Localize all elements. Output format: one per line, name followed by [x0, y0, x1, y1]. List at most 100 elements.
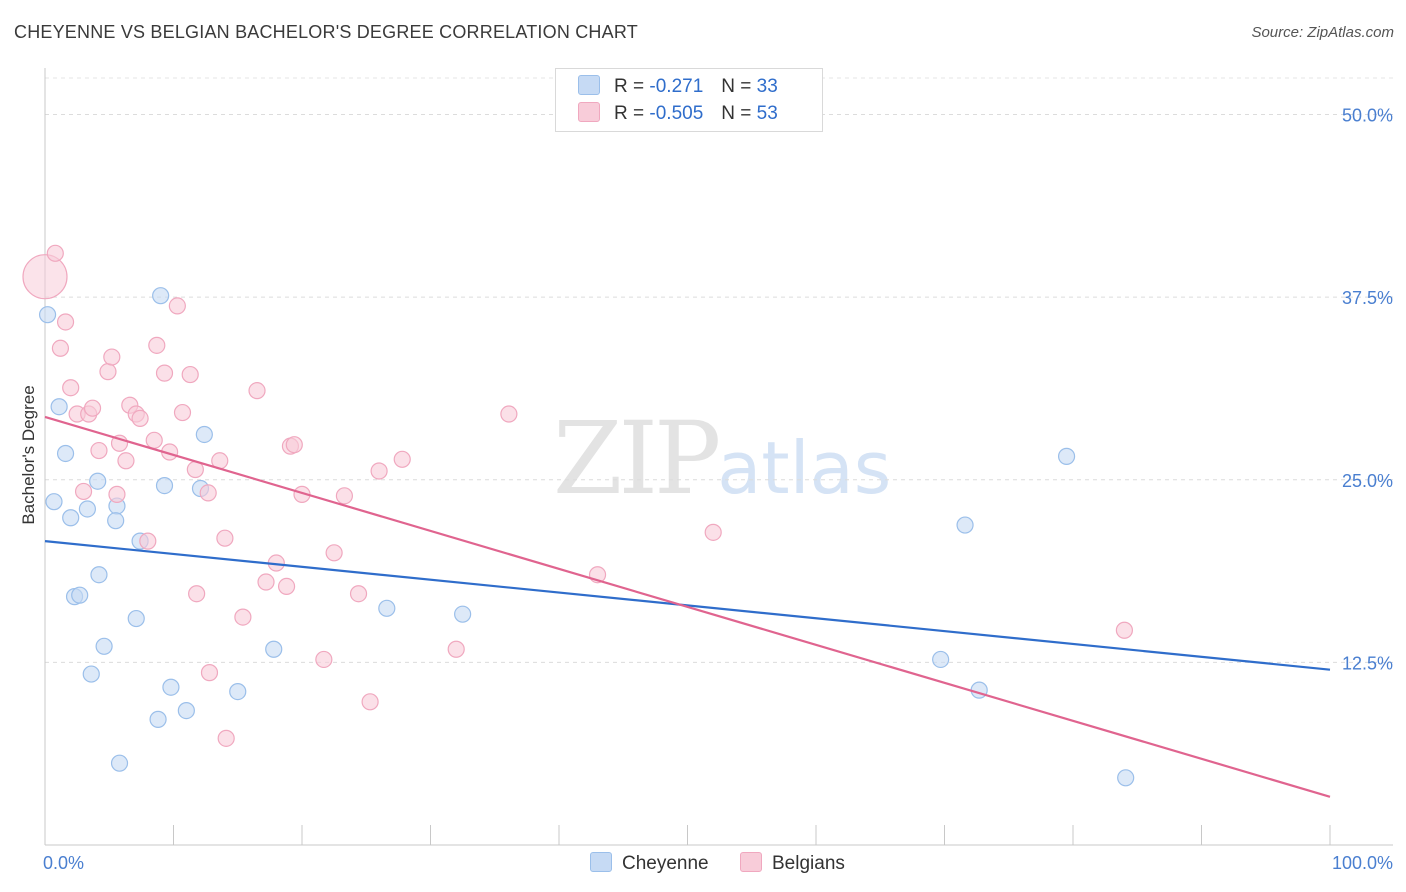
- source-label: Source: ZipAtlas.com: [1251, 24, 1394, 41]
- y-tick-label: 37.5%: [1342, 288, 1393, 308]
- bottom-legend-swatch-belgians: [740, 852, 762, 872]
- belgians-point: [99, 363, 117, 381]
- belgians-point: [361, 693, 379, 711]
- trend-lines: [44, 415, 1331, 798]
- cheyenne-point: [378, 599, 396, 617]
- belgians-point: [315, 650, 333, 669]
- cheyenne-point: [38, 306, 57, 324]
- cheyenne-point: [62, 509, 80, 527]
- belgians-point: [83, 399, 102, 417]
- cheyenne-trend-line: [44, 540, 1331, 671]
- y-tick-label: 50.0%: [1342, 106, 1393, 126]
- cheyenne-point: [454, 605, 472, 623]
- cheyenne-point: [932, 650, 950, 669]
- legend-swatch-cheyenne: [578, 75, 600, 95]
- belgians-point: [325, 544, 343, 562]
- legend-swatch-belgians: [578, 102, 600, 122]
- belgians-point: [188, 585, 206, 603]
- cheyenne-point: [107, 512, 125, 530]
- belgians-point: [277, 577, 296, 596]
- cheyenne-point: [95, 637, 113, 655]
- cheyenne-point: [71, 586, 89, 604]
- cheyenne-point: [152, 287, 170, 305]
- cheyenne-point: [229, 682, 247, 701]
- cheyenne-point: [155, 477, 174, 495]
- belgians-point: [139, 532, 157, 550]
- y-tick-label: 25.0%: [1342, 471, 1393, 491]
- cheyenne-point: [78, 500, 97, 518]
- belgians-point: [74, 482, 93, 501]
- cheyenne-point: [956, 516, 974, 534]
- belgians-point: [131, 409, 149, 428]
- bottom-legend-belgians: Belgians: [740, 852, 845, 875]
- belgians-point: [335, 487, 354, 505]
- belgians-point: [349, 585, 368, 603]
- belgians-point: [168, 297, 186, 315]
- bottom-legend-label: Cheyenne: [622, 853, 709, 874]
- belgians-point: [62, 379, 80, 397]
- belgians-point: [447, 640, 465, 658]
- cheyenne-point: [50, 398, 68, 416]
- axes: [44, 68, 1393, 846]
- belgians-point: [234, 608, 252, 626]
- legend-row-belgians: R = -0.505 N = 53: [578, 102, 778, 126]
- legend-n-label: N =: [721, 76, 752, 97]
- belgians-point: [22, 254, 68, 300]
- belgians-point: [257, 573, 275, 591]
- belgians-point: [51, 339, 70, 357]
- legend-r-value: -0.271: [649, 76, 704, 97]
- legend-n-value: 53: [756, 103, 778, 124]
- legend-r-label: R =: [614, 103, 645, 124]
- y-axis-label: Bachelor's Degree: [19, 385, 38, 524]
- belgians-point: [285, 436, 303, 454]
- cheyenne-point: [195, 425, 213, 444]
- legend-r-label: R =: [614, 76, 645, 97]
- bottom-legend-cheyenne: Cheyenne: [590, 852, 709, 875]
- belgians-point: [181, 365, 199, 384]
- y-tick-label: 12.5%: [1342, 653, 1393, 673]
- belgians-point: [370, 462, 388, 480]
- belgians-point: [173, 403, 192, 422]
- cheyenne-point: [89, 472, 107, 490]
- cheyenne-point: [177, 701, 195, 720]
- cheyenne-point: [56, 444, 75, 463]
- watermark-zip: ZIP: [553, 400, 721, 517]
- x-tick-label: 100.0%: [1332, 853, 1393, 873]
- belgians-point: [155, 364, 174, 382]
- belgians-point: [199, 484, 217, 502]
- cheyenne-point: [110, 754, 129, 772]
- belgians-trend-line: [44, 415, 1331, 798]
- belgians-point: [108, 485, 126, 503]
- belgians-point: [103, 348, 121, 366]
- data-points: [22, 244, 1135, 787]
- belgians-point: [1115, 621, 1134, 639]
- belgians-point: [117, 452, 135, 470]
- chart-title: CHEYENNE VS BELGIAN BACHELOR'S DEGREE CO…: [14, 22, 638, 42]
- cheyenne-point: [1117, 769, 1135, 787]
- belgians-point: [500, 405, 518, 423]
- cheyenne-point: [265, 640, 283, 658]
- belgians-point: [216, 529, 234, 547]
- legend-n-value: 33: [756, 76, 778, 97]
- x-tick-label: 0.0%: [43, 853, 84, 873]
- cheyenne-point: [127, 609, 145, 628]
- legend-n-label: N =: [721, 103, 752, 124]
- cheyenne-point: [1057, 447, 1076, 465]
- watermark: ZIPatlas: [553, 400, 891, 517]
- stats-legend: R = -0.271 N = 33 R = -0.505 N = 53: [555, 68, 823, 132]
- belgians-point: [145, 431, 163, 449]
- legend-r-value: -0.505: [649, 103, 704, 124]
- belgians-point: [393, 450, 411, 468]
- cheyenne-point: [149, 710, 167, 728]
- belgians-point: [217, 729, 235, 747]
- bottom-legend-label: Belgians: [772, 853, 845, 874]
- belgians-point: [90, 441, 108, 460]
- tick-labels: 12.5% 25.0% 37.5% 50.0% 0.0% 100.0% Bachelor's…: [19, 106, 1393, 873]
- cheyenne-point: [90, 566, 108, 584]
- belgians-point: [200, 664, 219, 682]
- watermark-atlas: atlas: [717, 426, 892, 510]
- cheyenne-point: [82, 665, 100, 683]
- cheyenne-point: [45, 493, 63, 511]
- bottom-legend-swatch-cheyenne: [590, 852, 612, 872]
